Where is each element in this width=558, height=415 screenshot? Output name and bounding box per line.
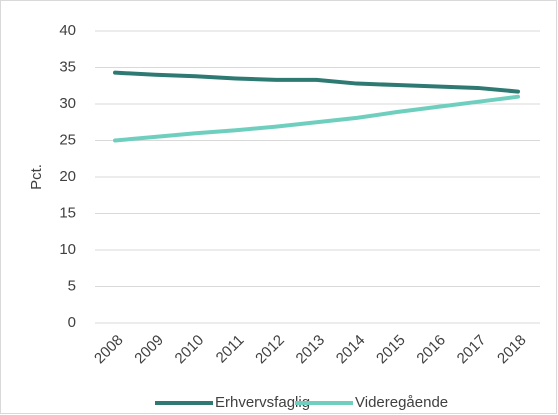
y-tick-label: 25 — [59, 131, 76, 148]
y-tick-label: 20 — [59, 168, 76, 185]
y-tick-label: 30 — [59, 95, 76, 112]
x-tick-label: 2015 — [373, 332, 409, 368]
y-tick-label: 5 — [68, 277, 76, 294]
x-tick-label: 2011 — [213, 332, 248, 367]
x-tick-label: 2013 — [293, 332, 329, 368]
x-tick-label: 2018 — [494, 332, 530, 368]
y-axis-label: Pct. — [28, 164, 45, 190]
x-tick-label: 2008 — [91, 332, 127, 368]
y-tick-label: 15 — [59, 204, 76, 221]
x-tick-label: 2017 — [454, 332, 490, 368]
legend-label: Videregående — [355, 394, 448, 411]
y-tick-label: 40 — [59, 22, 76, 39]
series-line — [113, 94, 520, 143]
x-tick-label: 2012 — [252, 332, 288, 368]
y-tick-label: 0 — [68, 314, 76, 331]
series-line — [113, 70, 520, 94]
x-tick-label: 2016 — [413, 332, 449, 368]
y-tick-label: 10 — [59, 241, 76, 258]
x-tick-label: 2014 — [333, 332, 369, 368]
y-tick-label: 35 — [59, 58, 76, 75]
x-tick-label: 2010 — [172, 332, 208, 368]
legend-label: Erhvervsfaglig — [215, 394, 310, 411]
x-tick-label: 2009 — [131, 332, 167, 368]
